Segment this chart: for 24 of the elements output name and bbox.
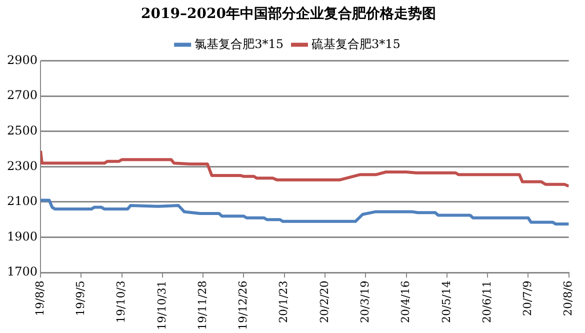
x-tick-label: 20/1/23 [277, 280, 290, 324]
x-tick-label: 19/8/8 [33, 280, 46, 316]
y-tick-label: 1900 [6, 229, 38, 244]
y-tick-label: 2500 [6, 124, 38, 138]
x-tick-label: 19/12/26 [236, 280, 250, 330]
y-tick-label: 2700 [6, 88, 38, 102]
legend-label: 氯基复合肥3*15 [194, 36, 284, 51]
x-tick-label: 20/5/14 [440, 280, 453, 324]
x-tick-label: 19/10/3 [114, 280, 128, 324]
x-tick-label: 20/3/19 [358, 280, 372, 324]
x-tick-label: 20/6/11 [480, 280, 494, 324]
x-tick-label: 20/4/16 [399, 280, 412, 324]
y-tick-label: 2900 [6, 52, 38, 67]
x-tick-label: 19/10/31 [155, 280, 168, 330]
x-tick-label: 20/7/9 [521, 280, 534, 316]
x-tick-label: 20/8/6 [562, 280, 575, 316]
legend-label: 硫基复合肥3*15 [312, 36, 400, 51]
x-tick-label: 19/11/28 [196, 280, 209, 330]
y-tick-label: 2300 [6, 158, 38, 173]
x-tick-label: 20/2/20 [318, 280, 331, 324]
y-tick-label: 2100 [6, 194, 38, 208]
y-tick-label: 1700 [6, 264, 38, 279]
x-tick-label: 19/9/5 [74, 280, 88, 316]
chart-title: 2019–2020年中国部分企业复合肥价格走势图 [141, 5, 436, 22]
